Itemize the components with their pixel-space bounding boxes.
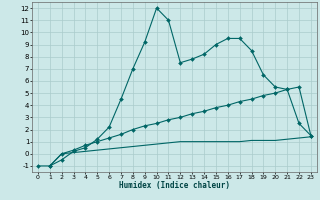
X-axis label: Humidex (Indice chaleur): Humidex (Indice chaleur) [119, 181, 230, 190]
